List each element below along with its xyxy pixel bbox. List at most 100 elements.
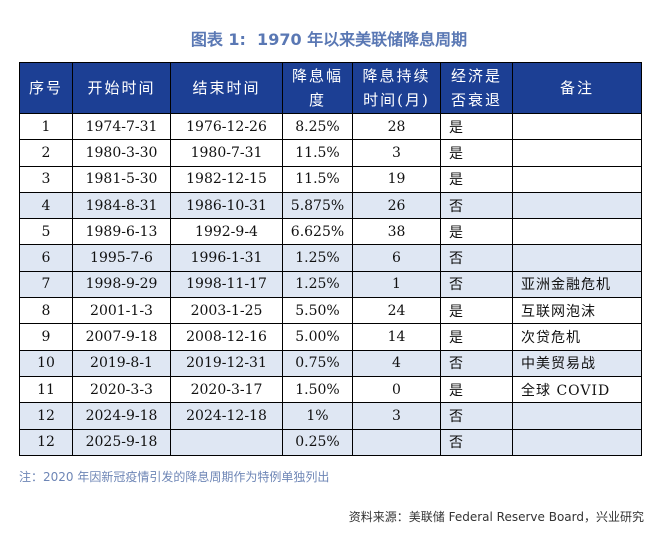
table-row: 10 2019-8-1 2019-12-31 0.75% 4 否中美贸易战 xyxy=(19,349,642,377)
table-cell: 0 xyxy=(352,375,441,404)
table-cell xyxy=(512,139,642,167)
table-cell: 1995-7-6 xyxy=(72,244,171,272)
table-row: 1 1974-7-31 1976-12-26 8.25% 28 是 xyxy=(19,112,642,141)
table-cell: 12 xyxy=(19,428,73,456)
table-cell: 否 xyxy=(440,244,513,272)
table-cell: 5.50% xyxy=(282,297,353,325)
table-cell: 2024-9-18 xyxy=(72,402,171,430)
table-cell: 否 xyxy=(440,402,513,430)
table-cell xyxy=(512,191,642,220)
table-body: 1 1974-7-31 1976-12-26 8.25% 28 是 2 1980-3-30 19… xyxy=(19,112,642,456)
header-cell: 降息幅度 xyxy=(282,62,353,114)
table-cell: 2003-1-25 xyxy=(170,297,283,325)
table-cell: 1998-9-29 xyxy=(72,270,171,299)
table-cell: 24 xyxy=(352,297,441,325)
table-cell: 1984-8-31 xyxy=(72,191,171,220)
table-cell: 3 xyxy=(19,165,73,193)
table-cell: 0.25% xyxy=(282,428,353,456)
source: 资料来源：美联储 Federal Reserve Board，兴业研究 xyxy=(348,510,644,524)
table-cell: 6 xyxy=(19,244,73,272)
table-cell: 否 xyxy=(440,191,513,220)
table-cell: 4 xyxy=(352,349,441,377)
table-cell: 2007-9-18 xyxy=(72,323,171,351)
table-row: 11 2020-3-3 2020-3-17 1.50% 0 是全球 COVID xyxy=(19,375,642,404)
table-cell: 1980-7-31 xyxy=(170,139,283,167)
note: 注：2020 年因新冠疫情引发的降息周期作为特例单独列出 xyxy=(19,470,330,484)
table-cell: 1982-12-15 xyxy=(170,165,283,193)
table-cell: 14 xyxy=(352,323,441,351)
table-cell: 9 xyxy=(19,323,73,351)
table-row: 12 2024-9-18 2024-12-18 1% 3 否 xyxy=(19,402,642,430)
table-row: 9 2007-9-18 2008-12-16 5.00% 14 是次贷危机 xyxy=(19,323,642,351)
table-cell: 38 xyxy=(352,218,441,246)
table-row: 6 1995-7-6 1996-1-31 1.25% 6 否 xyxy=(19,244,642,272)
table-cell: 2020-3-3 xyxy=(72,375,171,404)
table-cell: 亚洲金融危机 xyxy=(512,270,642,299)
table-cell: 是 xyxy=(440,165,513,193)
table-cell: 是 xyxy=(440,112,513,141)
table-row: 2 1980-3-30 1980-7-31 11.5% 3 是 xyxy=(19,139,642,167)
table-cell: 5.00% xyxy=(282,323,353,351)
table-cell: 2008-12-16 xyxy=(170,323,283,351)
table-cell: 1% xyxy=(282,402,353,430)
table-cell: 1.50% xyxy=(282,375,353,404)
table-cell: 1 xyxy=(19,112,73,141)
header-cell: 降息持续时间(月) xyxy=(352,62,441,114)
table-cell: 否 xyxy=(440,428,513,456)
table-cell: 2020-3-17 xyxy=(170,375,283,404)
table-cell: 6.625% xyxy=(282,218,353,246)
table-cell: 互联网泡沫 xyxy=(512,297,642,325)
table-cell: 是 xyxy=(440,218,513,246)
table-cell: 10 xyxy=(19,349,73,377)
table-cell xyxy=(352,428,441,456)
table-row: 4 1984-8-31 1986-10-31 5.875% 26 否 xyxy=(19,191,642,220)
table-cell: 12 xyxy=(19,402,73,430)
table-cell: 4 xyxy=(19,191,73,220)
table-cell: 2024-12-18 xyxy=(170,402,283,430)
header-cell: 经济是否衰退 xyxy=(440,62,513,114)
table-cell: 5.875% xyxy=(282,191,353,220)
table-cell xyxy=(170,428,283,456)
table-cell: 26 xyxy=(352,191,441,220)
header-cell: 序号 xyxy=(19,62,73,114)
header-row: 序号 开始时间 结束时间 降息幅度 降息持续时间(月) 经济是否衰退 备注 xyxy=(19,62,642,114)
table-cell: 3 xyxy=(352,139,441,167)
table-cell: 次贷危机 xyxy=(512,323,642,351)
table-cell: 是 xyxy=(440,297,513,325)
table-cell: 0.75% xyxy=(282,349,353,377)
table-cell: 19 xyxy=(352,165,441,193)
table-cell: 否 xyxy=(440,270,513,299)
table-row: 5 1989-6-13 1992-9-4 6.625% 38 是 xyxy=(19,218,642,246)
table-row: 3 1981-5-30 1982-12-15 11.5% 19 是 xyxy=(19,165,642,193)
table-cell: 11.5% xyxy=(282,139,353,167)
table-cell: 8 xyxy=(19,297,73,325)
table-cell: 7 xyxy=(19,270,73,299)
table-cell: 1992-9-4 xyxy=(170,218,283,246)
table-cell: 6 xyxy=(352,244,441,272)
table-cell xyxy=(512,244,642,272)
table-cell: 1976-12-26 xyxy=(170,112,283,141)
table-row: 8 2001-1-3 2003-1-25 5.50% 24 是互联网泡沫 xyxy=(19,297,642,325)
table-cell: 11 xyxy=(19,375,73,404)
table-cell: 1998-11-17 xyxy=(170,270,283,299)
table-cell: 2019-12-31 xyxy=(170,349,283,377)
table-row: 7 1998-9-29 1998-11-17 1.25% 1 否亚洲金融危机 xyxy=(19,270,642,299)
header-cell: 结束时间 xyxy=(170,62,283,114)
title: 图表 1: 1970 年以来美联储降息周期 xyxy=(190,30,468,49)
table-cell xyxy=(512,218,642,246)
table-cell: 1974-7-31 xyxy=(72,112,171,141)
table-cell: 1980-3-30 xyxy=(72,139,171,167)
table-cell: 1.25% xyxy=(282,270,353,299)
table-cell xyxy=(512,165,642,193)
header-cell: 备注 xyxy=(512,62,642,114)
table-cell: 2025-9-18 xyxy=(72,428,171,456)
table-cell: 28 xyxy=(352,112,441,141)
table-cell: 8.25% xyxy=(282,112,353,141)
table-cell: 3 xyxy=(352,402,441,430)
table-cell: 否 xyxy=(440,349,513,377)
table-cell: 中美贸易战 xyxy=(512,349,642,377)
table-cell: 1989-6-13 xyxy=(72,218,171,246)
table-cell: 1981-5-30 xyxy=(72,165,171,193)
table-cell: 是 xyxy=(440,139,513,167)
